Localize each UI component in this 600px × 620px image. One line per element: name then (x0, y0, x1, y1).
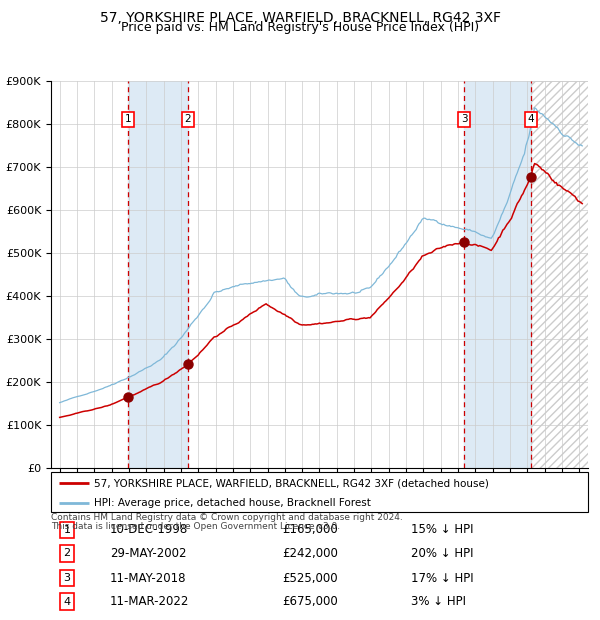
Text: 20% ↓ HPI: 20% ↓ HPI (411, 547, 473, 560)
Text: 57, YORKSHIRE PLACE, WARFIELD, BRACKNELL, RG42 3XF: 57, YORKSHIRE PLACE, WARFIELD, BRACKNELL… (100, 11, 500, 25)
Text: 11-MAR-2022: 11-MAR-2022 (110, 595, 190, 608)
Text: 3% ↓ HPI: 3% ↓ HPI (411, 595, 466, 608)
Text: 3: 3 (64, 573, 71, 583)
Text: 57, YORKSHIRE PLACE, WARFIELD, BRACKNELL, RG42 3XF (detached house): 57, YORKSHIRE PLACE, WARFIELD, BRACKNELL… (94, 479, 489, 489)
Text: Price paid vs. HM Land Registry's House Price Index (HPI): Price paid vs. HM Land Registry's House … (121, 21, 479, 34)
Text: 3: 3 (461, 114, 467, 125)
FancyBboxPatch shape (51, 472, 588, 511)
Text: 11-MAY-2018: 11-MAY-2018 (110, 572, 187, 585)
Text: 10-DEC-1998: 10-DEC-1998 (110, 523, 188, 536)
Text: 2: 2 (64, 549, 71, 559)
Text: 17% ↓ HPI: 17% ↓ HPI (411, 572, 473, 585)
Text: This data is licensed under the Open Government Licence v3.0.: This data is licensed under the Open Gov… (51, 522, 340, 531)
Text: HPI: Average price, detached house, Bracknell Forest: HPI: Average price, detached house, Brac… (94, 498, 371, 508)
Text: 2: 2 (185, 114, 191, 125)
Text: Contains HM Land Registry data © Crown copyright and database right 2024.: Contains HM Land Registry data © Crown c… (51, 513, 403, 523)
Text: 4: 4 (64, 596, 71, 606)
Bar (464, 81, 530, 468)
Text: 29-MAY-2002: 29-MAY-2002 (110, 547, 187, 560)
Bar (128, 81, 188, 468)
Text: 15% ↓ HPI: 15% ↓ HPI (411, 523, 473, 536)
Text: 1: 1 (125, 114, 131, 125)
Bar (530, 81, 600, 468)
Text: £242,000: £242,000 (282, 547, 338, 560)
Text: £675,000: £675,000 (282, 595, 338, 608)
Text: 1: 1 (64, 525, 71, 535)
Text: £525,000: £525,000 (282, 572, 338, 585)
Text: 4: 4 (527, 114, 534, 125)
Text: £165,000: £165,000 (282, 523, 338, 536)
